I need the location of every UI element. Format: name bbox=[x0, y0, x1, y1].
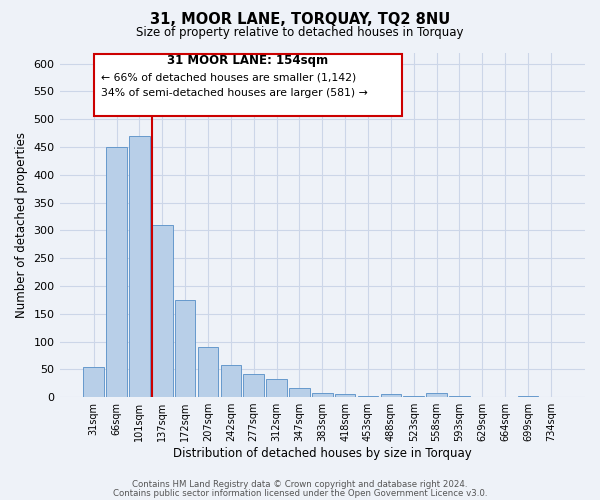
Bar bbox=[289, 388, 310, 397]
Bar bbox=[426, 392, 447, 397]
Text: Contains public sector information licensed under the Open Government Licence v3: Contains public sector information licen… bbox=[113, 489, 487, 498]
Bar bbox=[83, 366, 104, 397]
Text: Contains HM Land Registry data © Crown copyright and database right 2024.: Contains HM Land Registry data © Crown c… bbox=[132, 480, 468, 489]
Bar bbox=[541, 396, 561, 397]
X-axis label: Distribution of detached houses by size in Torquay: Distribution of detached houses by size … bbox=[173, 447, 472, 460]
Text: ← 66% of detached houses are smaller (1,142): ← 66% of detached houses are smaller (1,… bbox=[101, 72, 356, 83]
Bar bbox=[244, 374, 264, 397]
Bar bbox=[221, 365, 241, 397]
Bar bbox=[449, 396, 470, 397]
Bar bbox=[94, 54, 402, 116]
Bar bbox=[106, 147, 127, 397]
Text: 31 MOOR LANE: 154sqm: 31 MOOR LANE: 154sqm bbox=[167, 54, 329, 68]
Bar bbox=[198, 347, 218, 397]
Bar bbox=[358, 396, 378, 397]
Text: Size of property relative to detached houses in Torquay: Size of property relative to detached ho… bbox=[136, 26, 464, 39]
Bar bbox=[312, 392, 332, 397]
Bar bbox=[266, 380, 287, 397]
Text: 31, MOOR LANE, TORQUAY, TQ2 8NU: 31, MOOR LANE, TORQUAY, TQ2 8NU bbox=[150, 12, 450, 28]
Text: 34% of semi-detached houses are larger (581) →: 34% of semi-detached houses are larger (… bbox=[101, 88, 367, 98]
Y-axis label: Number of detached properties: Number of detached properties bbox=[15, 132, 28, 318]
Bar bbox=[380, 394, 401, 397]
Bar bbox=[129, 136, 150, 397]
Bar bbox=[472, 396, 493, 397]
Bar bbox=[175, 300, 196, 397]
Bar bbox=[403, 396, 424, 397]
Bar bbox=[152, 225, 173, 397]
Bar bbox=[335, 394, 355, 397]
Bar bbox=[518, 396, 538, 397]
